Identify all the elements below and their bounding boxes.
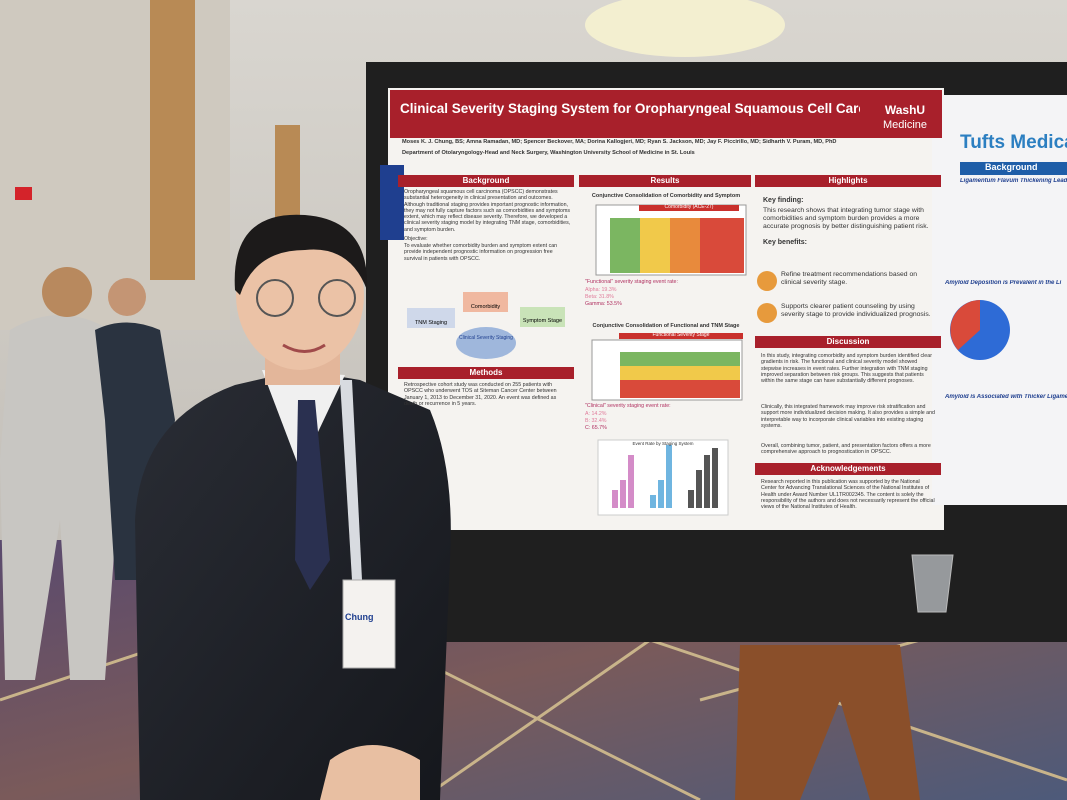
table-graphic [640, 218, 670, 273]
icon [757, 271, 777, 291]
badge [342, 579, 396, 669]
chandelier [585, 0, 785, 57]
right-column: Highlights Key finding: This research sh… [755, 175, 941, 527]
middle-column: Results Conjunctive Consolidation of Com… [579, 175, 751, 525]
objective-text: To evaluate whether comorbidity burden a… [404, 243, 558, 262]
badge-name: Chung [345, 612, 374, 622]
right-poster-subheading: Amyloid is Associated with Thicker Ligam… [945, 394, 1067, 400]
diagram-label: Symptom Stage [522, 317, 563, 324]
event-rate: Gamma: 53.5% [585, 301, 622, 307]
event-rate: C: 65.7% [585, 425, 607, 431]
person-hair [234, 214, 368, 295]
section-text: In this study, integrating comorbidity a… [761, 353, 932, 384]
table-graphic [610, 218, 640, 273]
bar-graphic [704, 455, 710, 508]
section-text: Clinically, this integrated framework ma… [761, 404, 936, 429]
person-legs [735, 645, 920, 800]
exit-sign [15, 187, 32, 200]
diagram-label: TNM Staging [414, 319, 448, 326]
section-heading: Results [579, 175, 751, 187]
bar-graphic [650, 495, 656, 508]
key-finding-text: This research shows that integrating tum… [763, 207, 929, 231]
bar-graphic [628, 455, 634, 508]
diagram-box [407, 308, 455, 328]
key-finding-label: Key finding: [763, 197, 804, 204]
authors: Moses K. J. Chung, BS; Amna Ramadan, MD;… [402, 139, 837, 145]
table-graphic [620, 380, 740, 398]
person-background-head [108, 278, 146, 316]
person-background [0, 315, 120, 680]
event-rate-label: "Functional" severity staging event rate… [585, 279, 678, 285]
diagram-box [456, 327, 516, 359]
section-text: Overall, combining tumor, patient, and p… [761, 443, 931, 456]
section-heading: Methods [398, 367, 574, 379]
pillar [150, 0, 195, 280]
event-rate: B: 32.4% [585, 418, 607, 424]
benefit-item: Refine treatment recommendations based o… [781, 271, 918, 287]
table-graphic [670, 218, 700, 273]
section-heading: Background [398, 175, 574, 187]
department: Department of Otolaryngology-Head and Ne… [402, 150, 695, 156]
diagram: Comorbidity TNM Staging Symptom Stage [398, 262, 574, 332]
wall [0, 0, 230, 330]
bar-graphic [666, 445, 672, 508]
section-text: Oropharyngeal squamous cell carcinoma (O… [404, 189, 571, 233]
glasses [318, 279, 356, 317]
person-mouth [282, 343, 326, 353]
person-tie [295, 400, 330, 590]
right-poster-subheading: Ligamentum Flavum Thickening Leads [960, 178, 1067, 184]
figure-subtitle: Comorbidity (ACE-27) [639, 204, 739, 211]
logo-top: WashU [884, 103, 926, 117]
bar-graphic [658, 480, 664, 508]
bar-graphic [612, 490, 618, 508]
figure-title: Conjunctive Consolidation of Functional … [592, 323, 740, 329]
pie-graphic [950, 300, 980, 350]
poster-right [932, 95, 1067, 505]
section-heading: Discussion [755, 336, 941, 348]
bar-graphic [712, 448, 718, 508]
person-suit [135, 370, 451, 800]
right-poster-subheading: Amyloid Deposition is Prevalent in the L… [945, 280, 1062, 286]
bar-graphic [696, 470, 702, 508]
event-rate: A: 14.2% [585, 411, 607, 417]
right-poster-logo: Tufts Medical Center [960, 132, 1067, 153]
section-text: Research reported in this publication wa… [761, 479, 935, 510]
figure-subtitle: Functional Severity Stage [619, 332, 743, 339]
diagram-label: Clinical Severity Staging [459, 335, 513, 341]
bar-graphic [688, 490, 694, 508]
cup [911, 554, 954, 613]
table-graphic [620, 366, 740, 380]
event-rate: Alpha: 19.3% [585, 287, 617, 293]
person-hand [320, 745, 420, 800]
icon [757, 303, 777, 323]
figure-title: Conjunctive Consolidation of Comorbidity… [591, 193, 741, 199]
section-text: Retrospective cohort study was conducted… [404, 382, 557, 407]
poster-header [390, 90, 942, 138]
bar-graphic [620, 480, 626, 508]
benefit-item: Supports clearer patient counseling by u… [781, 303, 931, 319]
person-background-head [42, 267, 92, 317]
table-graphic [700, 218, 744, 273]
logo-bottom: Medicine [882, 119, 928, 131]
event-rate-label: "Clinical" severity staging event rate: [585, 403, 671, 409]
lanyard [340, 380, 362, 580]
event-rate: Beta: 31.8% [585, 294, 614, 300]
glasses [256, 279, 294, 317]
left-column: Background Oropharyngeal squamous cell c… [398, 175, 574, 525]
section-heading: Acknowledgements [755, 463, 941, 475]
table-graphic [620, 352, 740, 366]
poster-title: Clinical Severity Staging System for Oro… [400, 101, 860, 116]
diagram-label: Comorbidity [470, 303, 501, 310]
objective-label: Objective: [404, 235, 428, 242]
right-poster-heading: Background [960, 162, 1067, 175]
figure-title: Event Rate by Staging System [632, 441, 694, 446]
diagram-box [463, 292, 508, 312]
key-benefits-label: Key benefits: [763, 239, 807, 247]
diagram-box [520, 307, 565, 327]
section-heading: Highlights [755, 175, 941, 187]
